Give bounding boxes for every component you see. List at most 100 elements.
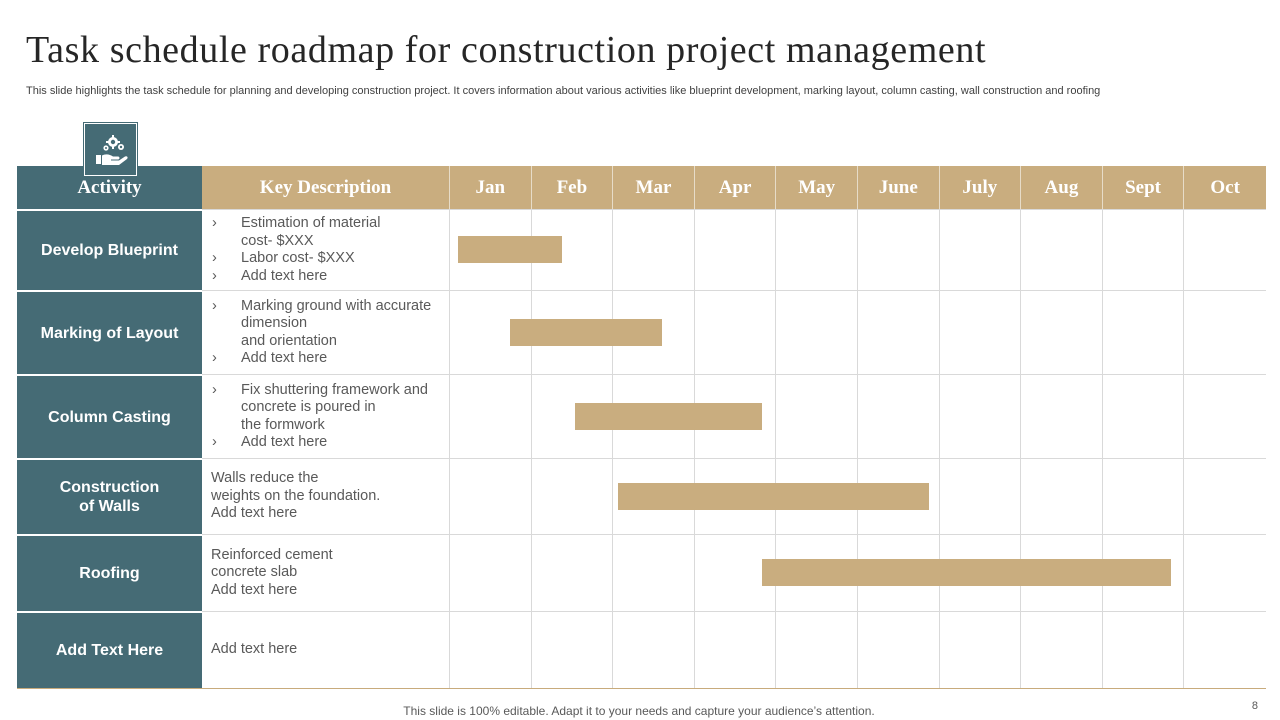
header-month-aug: Aug bbox=[1021, 166, 1103, 209]
description-marking-of-layout: Marking ground with accurate dimension a… bbox=[202, 290, 450, 374]
month-cell bbox=[531, 534, 614, 611]
month-cell bbox=[857, 611, 940, 688]
month-cell bbox=[450, 374, 532, 458]
description-line: the formwork bbox=[241, 416, 325, 433]
description-line: Fix shuttering framework and bbox=[211, 382, 449, 400]
activity-develop-blueprint: Develop Blueprint bbox=[17, 209, 202, 290]
description-line: Add text here bbox=[211, 350, 449, 368]
gantt-bar-column-casting bbox=[574, 402, 762, 430]
month-cell bbox=[939, 209, 1022, 290]
description-line: Labor cost- $XXX bbox=[211, 250, 449, 268]
gantt-bar-construction-of-walls bbox=[618, 482, 929, 510]
description-line: Add text here bbox=[211, 268, 449, 286]
month-cell bbox=[450, 611, 532, 688]
month-cell bbox=[531, 209, 614, 290]
description-line: Add text here bbox=[211, 434, 449, 452]
header-month-sept: Sept bbox=[1102, 166, 1185, 209]
header-key-description: Key Description bbox=[202, 166, 450, 209]
page-title: Task schedule roadmap for construction p… bbox=[26, 29, 987, 71]
description-line: dimension bbox=[241, 315, 308, 331]
month-cell bbox=[1184, 290, 1266, 374]
month-cell bbox=[776, 290, 858, 374]
header-month-june: June bbox=[857, 166, 940, 209]
description-line: Walls reduce the bbox=[211, 470, 319, 487]
description-line: concrete is poured in bbox=[241, 399, 376, 415]
month-cell bbox=[450, 458, 532, 534]
description-line: Reinforced cement bbox=[211, 546, 333, 563]
month-cell bbox=[776, 611, 858, 688]
activity-column-casting: Column Casting bbox=[17, 374, 202, 458]
hand-gears-icon bbox=[84, 123, 137, 176]
header-month-feb: Feb bbox=[531, 166, 614, 209]
description-line: cost- $XXX bbox=[241, 232, 314, 249]
month-cell bbox=[776, 374, 858, 458]
header-month-apr: Apr bbox=[694, 166, 777, 209]
header-activity: Activity bbox=[17, 166, 202, 209]
month-cell bbox=[613, 209, 695, 290]
description-line: Marking ground with accurate bbox=[211, 298, 449, 316]
header-month-may: May bbox=[776, 166, 858, 209]
header-month-july: July bbox=[939, 166, 1022, 209]
description-line: concrete slab bbox=[211, 564, 298, 581]
month-cell bbox=[776, 209, 858, 290]
month-cell bbox=[857, 374, 940, 458]
month-cell bbox=[939, 374, 1022, 458]
month-cell bbox=[939, 458, 1022, 534]
description-line: Estimation of material bbox=[211, 215, 449, 233]
month-cell bbox=[694, 374, 777, 458]
month-cell bbox=[1021, 611, 1103, 688]
header-month-mar: Mar bbox=[613, 166, 695, 209]
month-cell bbox=[613, 611, 695, 688]
description-line: Add text here bbox=[211, 641, 298, 658]
month-cell bbox=[857, 458, 940, 534]
month-cell bbox=[1184, 611, 1266, 688]
description-column-casting: Fix shuttering framework and concrete is… bbox=[202, 374, 450, 458]
month-cell bbox=[694, 290, 777, 374]
month-cell bbox=[1102, 374, 1185, 458]
month-cell bbox=[939, 290, 1022, 374]
month-cell bbox=[1102, 534, 1185, 611]
month-cell bbox=[939, 611, 1022, 688]
month-cell bbox=[694, 209, 777, 290]
month-cell bbox=[1021, 374, 1103, 458]
description-develop-blueprint: Estimation of material cost- $XXX Labor … bbox=[202, 209, 450, 290]
month-cell bbox=[531, 611, 614, 688]
month-cell bbox=[613, 534, 695, 611]
gantt-bar-roofing bbox=[761, 559, 1171, 586]
page-subtitle: This slide highlights the task schedule … bbox=[26, 85, 1101, 97]
description-add-text-here: Add text here bbox=[202, 611, 450, 688]
month-cell bbox=[1102, 209, 1185, 290]
roadmap-table: Activity Key Description Jan Feb Mar Apr… bbox=[17, 166, 1266, 689]
description-line: Add text here bbox=[211, 581, 298, 598]
month-cell bbox=[857, 209, 940, 290]
gantt-bar-develop-blueprint bbox=[458, 236, 562, 263]
gantt-bar-marking-of-layout bbox=[509, 318, 663, 346]
month-cell bbox=[1021, 458, 1103, 534]
month-cell bbox=[1184, 534, 1266, 611]
page-number: 8 bbox=[1251, 700, 1258, 712]
header-month-oct: Oct bbox=[1184, 166, 1266, 209]
month-cell bbox=[613, 290, 695, 374]
header-month-jan: Jan bbox=[450, 166, 532, 209]
activity-marking-of-layout: Marking of Layout bbox=[17, 290, 202, 374]
description-line: Add text here bbox=[211, 505, 298, 522]
activity-add-text-here: Add Text Here bbox=[17, 611, 202, 688]
activity-construction-of-walls: Construction of Walls bbox=[17, 458, 202, 534]
description-construction-of-walls: Walls reduce the weights on the foundati… bbox=[202, 458, 450, 534]
month-cell bbox=[450, 534, 532, 611]
description-line: and orientation bbox=[241, 332, 337, 349]
month-cell bbox=[1184, 209, 1266, 290]
month-cell bbox=[857, 290, 940, 374]
month-cell bbox=[1102, 290, 1185, 374]
activity-roofing: Roofing bbox=[17, 534, 202, 611]
description-line: weights on the foundation. bbox=[211, 487, 381, 504]
month-cell bbox=[1184, 374, 1266, 458]
month-cell bbox=[1102, 611, 1185, 688]
month-cell bbox=[1021, 290, 1103, 374]
description-roofing: Reinforced cement concrete slab Add text… bbox=[202, 534, 450, 611]
footer-note: This slide is 100% editable. Adapt it to… bbox=[403, 704, 875, 718]
month-cell bbox=[694, 611, 777, 688]
month-cell bbox=[1102, 458, 1185, 534]
month-cell bbox=[531, 458, 614, 534]
month-cell bbox=[1184, 458, 1266, 534]
